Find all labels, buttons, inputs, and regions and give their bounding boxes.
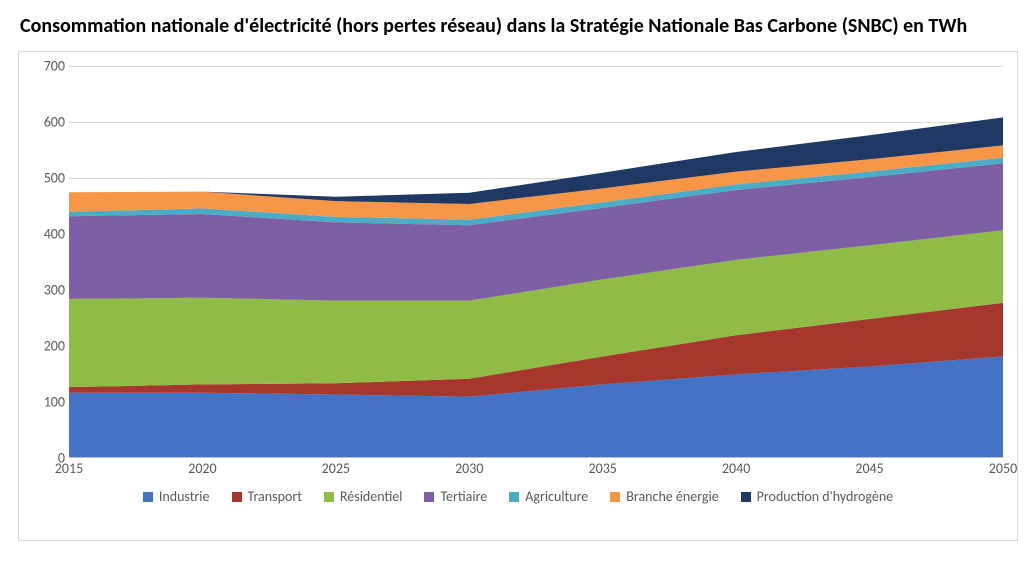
page-title: Consommation nationale d'électricité (ho… <box>20 14 1018 39</box>
legend-item-energie: Branche énergie <box>610 488 718 505</box>
legend-item-transport: Transport <box>232 488 302 505</box>
legend-item-industrie: Industrie <box>143 488 210 505</box>
legend-label: Production d'hydrogène <box>757 488 893 505</box>
x-tick-label: 2025 <box>322 460 350 477</box>
x-tick-label: 2015 <box>55 460 83 477</box>
y-tick-label: 200 <box>27 338 65 355</box>
legend-swatch <box>424 492 434 502</box>
legend-label: Tertiaire <box>440 488 487 505</box>
x-tick-label: 2050 <box>989 460 1017 477</box>
stacked-area-svg <box>69 66 1003 457</box>
legend-swatch <box>610 492 620 502</box>
x-tick-label: 2030 <box>455 460 483 477</box>
legend-item-hydrogene: Production d'hydrogène <box>741 488 893 505</box>
y-tick-label: 400 <box>27 226 65 243</box>
x-tick-label: 2035 <box>589 460 617 477</box>
legend-label: Branche énergie <box>626 488 718 505</box>
y-tick-label: 600 <box>27 114 65 131</box>
y-tick-label: 500 <box>27 170 65 187</box>
legend-swatch <box>324 492 334 502</box>
chart-container: 0100200300400500600700 20152020202520302… <box>18 51 1018 541</box>
legend-label: Résidentiel <box>340 488 403 505</box>
y-tick-label: 100 <box>27 394 65 411</box>
x-tick-label: 2020 <box>188 460 216 477</box>
legend-item-tertiaire: Tertiaire <box>424 488 487 505</box>
legend-swatch <box>232 492 242 502</box>
legend-item-residentiel: Résidentiel <box>324 488 403 505</box>
legend-swatch <box>143 492 153 502</box>
y-tick-label: 300 <box>27 282 65 299</box>
legend: Industrie Transport Résidentiel Tertiaire Ag… <box>27 482 1009 509</box>
y-tick-label: 700 <box>27 58 65 75</box>
x-tick-label: 2045 <box>855 460 883 477</box>
legend-label: Agriculture <box>525 488 588 505</box>
x-axis-ticks: 20152020202520302035204020452050 <box>69 460 1003 480</box>
plot-wrap: 0100200300400500600700 20152020202520302… <box>27 62 1009 482</box>
plot-area <box>69 66 1003 458</box>
legend-label: Transport <box>248 488 302 505</box>
x-tick-label: 2040 <box>722 460 750 477</box>
legend-item-agriculture: Agriculture <box>509 488 588 505</box>
legend-swatch <box>509 492 519 502</box>
legend-label: Industrie <box>159 488 210 505</box>
legend-swatch <box>741 492 751 502</box>
